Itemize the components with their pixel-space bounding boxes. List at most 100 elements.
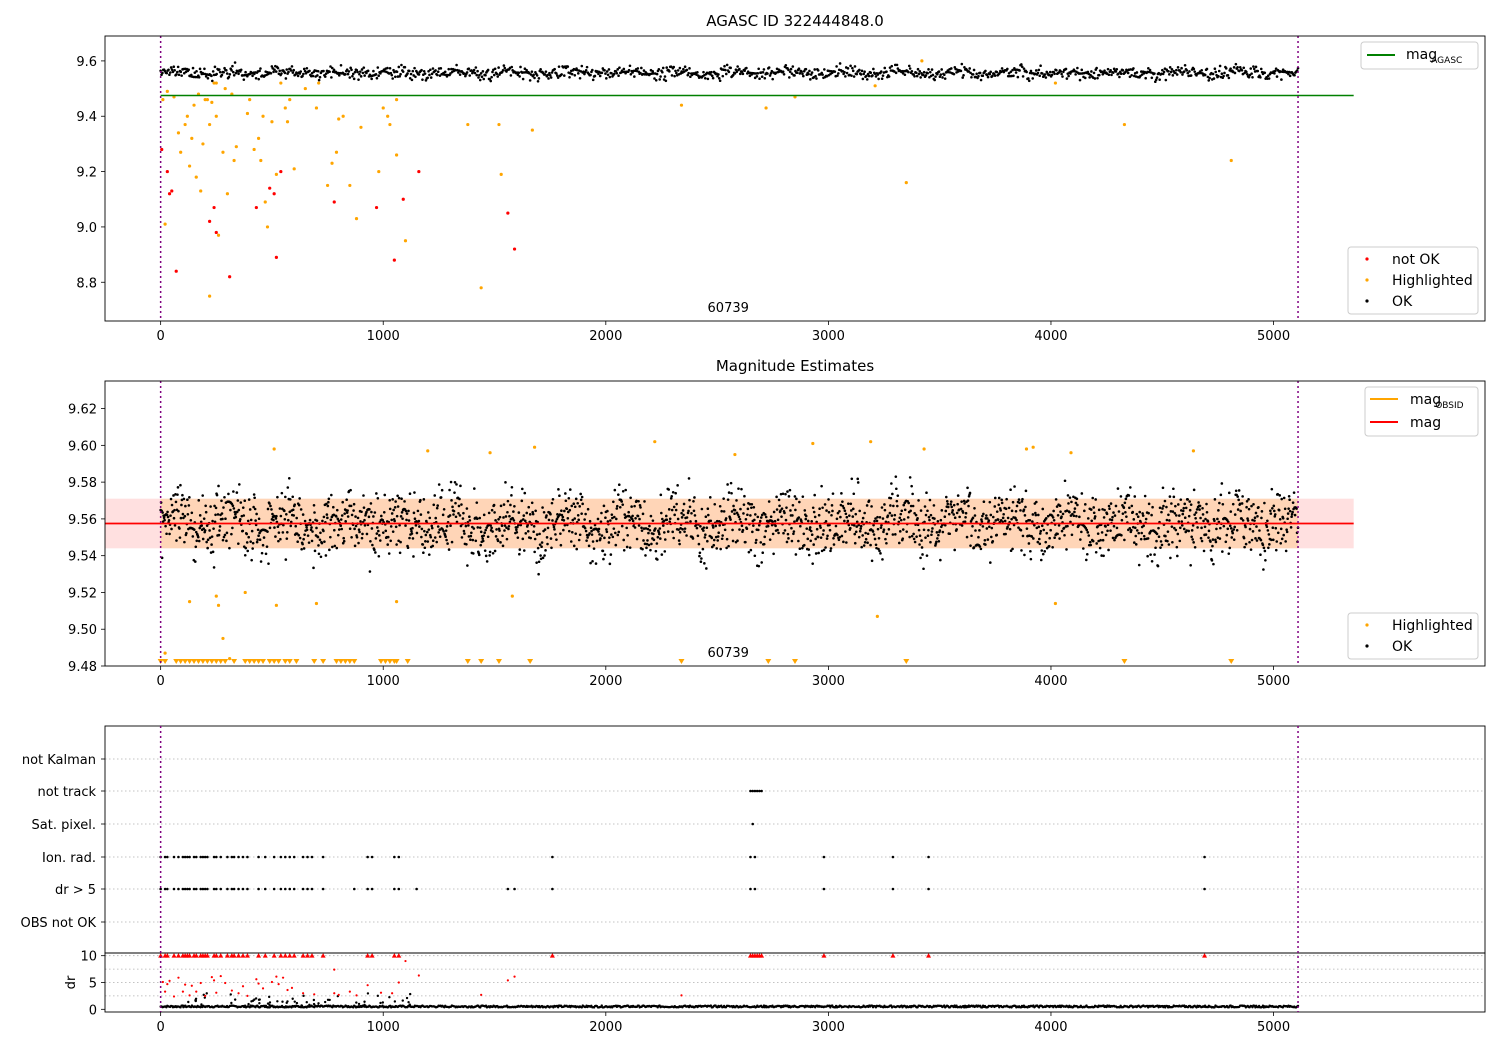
ok-point	[647, 543, 651, 547]
ok-point	[544, 549, 547, 552]
ok-point	[908, 476, 912, 479]
ok-point	[491, 551, 495, 555]
ok-point	[797, 516, 801, 519]
ok-point	[821, 506, 824, 510]
ok-point	[1177, 514, 1181, 517]
flag-point	[237, 887, 240, 891]
ok-point	[542, 510, 546, 514]
ok-point	[678, 66, 682, 70]
ok-point	[958, 515, 961, 519]
ok-point	[634, 516, 637, 520]
ok-point	[772, 552, 775, 556]
ok-point	[959, 507, 963, 511]
ok-point	[600, 71, 604, 75]
ok-point	[535, 533, 539, 536]
ok-point	[715, 519, 719, 523]
highlighted-point	[221, 636, 225, 641]
ok-point	[306, 534, 310, 537]
ok-point	[683, 527, 687, 530]
ok-point	[837, 72, 840, 75]
ok-point	[1174, 71, 1177, 75]
ok-point	[1158, 506, 1162, 510]
ok-point	[640, 529, 644, 532]
ok-point	[331, 545, 334, 549]
ok-point	[201, 537, 205, 541]
ok-point	[1192, 488, 1196, 492]
ok-point	[1173, 512, 1177, 515]
ok-point	[203, 67, 206, 71]
ok-point	[775, 508, 779, 511]
ok-point	[250, 558, 253, 562]
ok-point	[329, 65, 332, 68]
ok-point	[481, 539, 485, 543]
ok-point	[751, 530, 754, 534]
ok-point	[791, 514, 794, 517]
ok-point	[980, 520, 984, 523]
ok-point	[985, 514, 988, 517]
ok-point	[1120, 518, 1124, 522]
flag-point	[230, 887, 234, 891]
ok-point	[865, 504, 869, 507]
ok-point	[815, 527, 819, 531]
legend-marker-swatch	[1365, 257, 1369, 261]
highlighted-point	[337, 117, 341, 121]
ok-point	[1155, 532, 1159, 536]
ok-point	[391, 530, 395, 533]
ok-point	[1282, 533, 1285, 537]
ok-point	[557, 65, 561, 68]
ok-point	[605, 530, 609, 534]
ok-point	[444, 535, 447, 539]
ok-point	[303, 519, 307, 523]
ok-point	[190, 511, 194, 515]
ok-point	[507, 524, 511, 528]
ok-point	[1280, 497, 1284, 501]
ok-point	[420, 68, 423, 72]
ok-point	[174, 500, 178, 504]
ok-point	[1295, 507, 1298, 510]
ok-point	[518, 552, 521, 556]
ok-point	[1117, 72, 1120, 75]
ok-point	[405, 518, 408, 522]
ok-point	[936, 537, 939, 540]
ok-point	[1290, 512, 1294, 516]
ok-point	[1243, 545, 1246, 549]
ok-point	[617, 74, 620, 77]
ok-point	[729, 481, 733, 485]
ok-point	[1213, 519, 1216, 523]
ok-point	[1041, 507, 1045, 511]
ok-point	[523, 491, 527, 495]
ok-point	[659, 75, 662, 78]
ok-point	[497, 517, 500, 521]
ok-point	[276, 495, 279, 499]
ok-point	[648, 524, 651, 528]
ok-point	[694, 519, 698, 523]
ok-point	[668, 517, 672, 521]
ok-point	[230, 532, 233, 536]
not-ok-point	[268, 186, 272, 190]
ok-point	[218, 70, 222, 74]
below-range-marker	[182, 659, 189, 664]
ok-point	[1171, 510, 1175, 513]
ok-point	[405, 512, 409, 515]
ok-point	[971, 516, 975, 520]
ok-point	[1285, 528, 1288, 532]
ok-point	[1175, 68, 1178, 72]
ok-point	[308, 518, 312, 522]
ok-point	[655, 542, 659, 545]
below-range-marker	[386, 659, 393, 664]
ok-point	[1036, 71, 1040, 75]
ok-point	[1278, 494, 1282, 497]
ok-point	[802, 532, 806, 536]
ok-point	[991, 539, 995, 543]
ok-point	[173, 524, 177, 527]
not-ok-point	[167, 192, 172, 196]
ok-point	[1097, 539, 1100, 543]
ok-point	[417, 73, 421, 76]
flag-point	[352, 887, 356, 891]
ok-point	[891, 492, 894, 496]
ok-point	[1154, 546, 1157, 550]
ok-point	[1123, 538, 1126, 542]
ok-point	[1269, 509, 1272, 513]
ok-point	[573, 505, 577, 509]
